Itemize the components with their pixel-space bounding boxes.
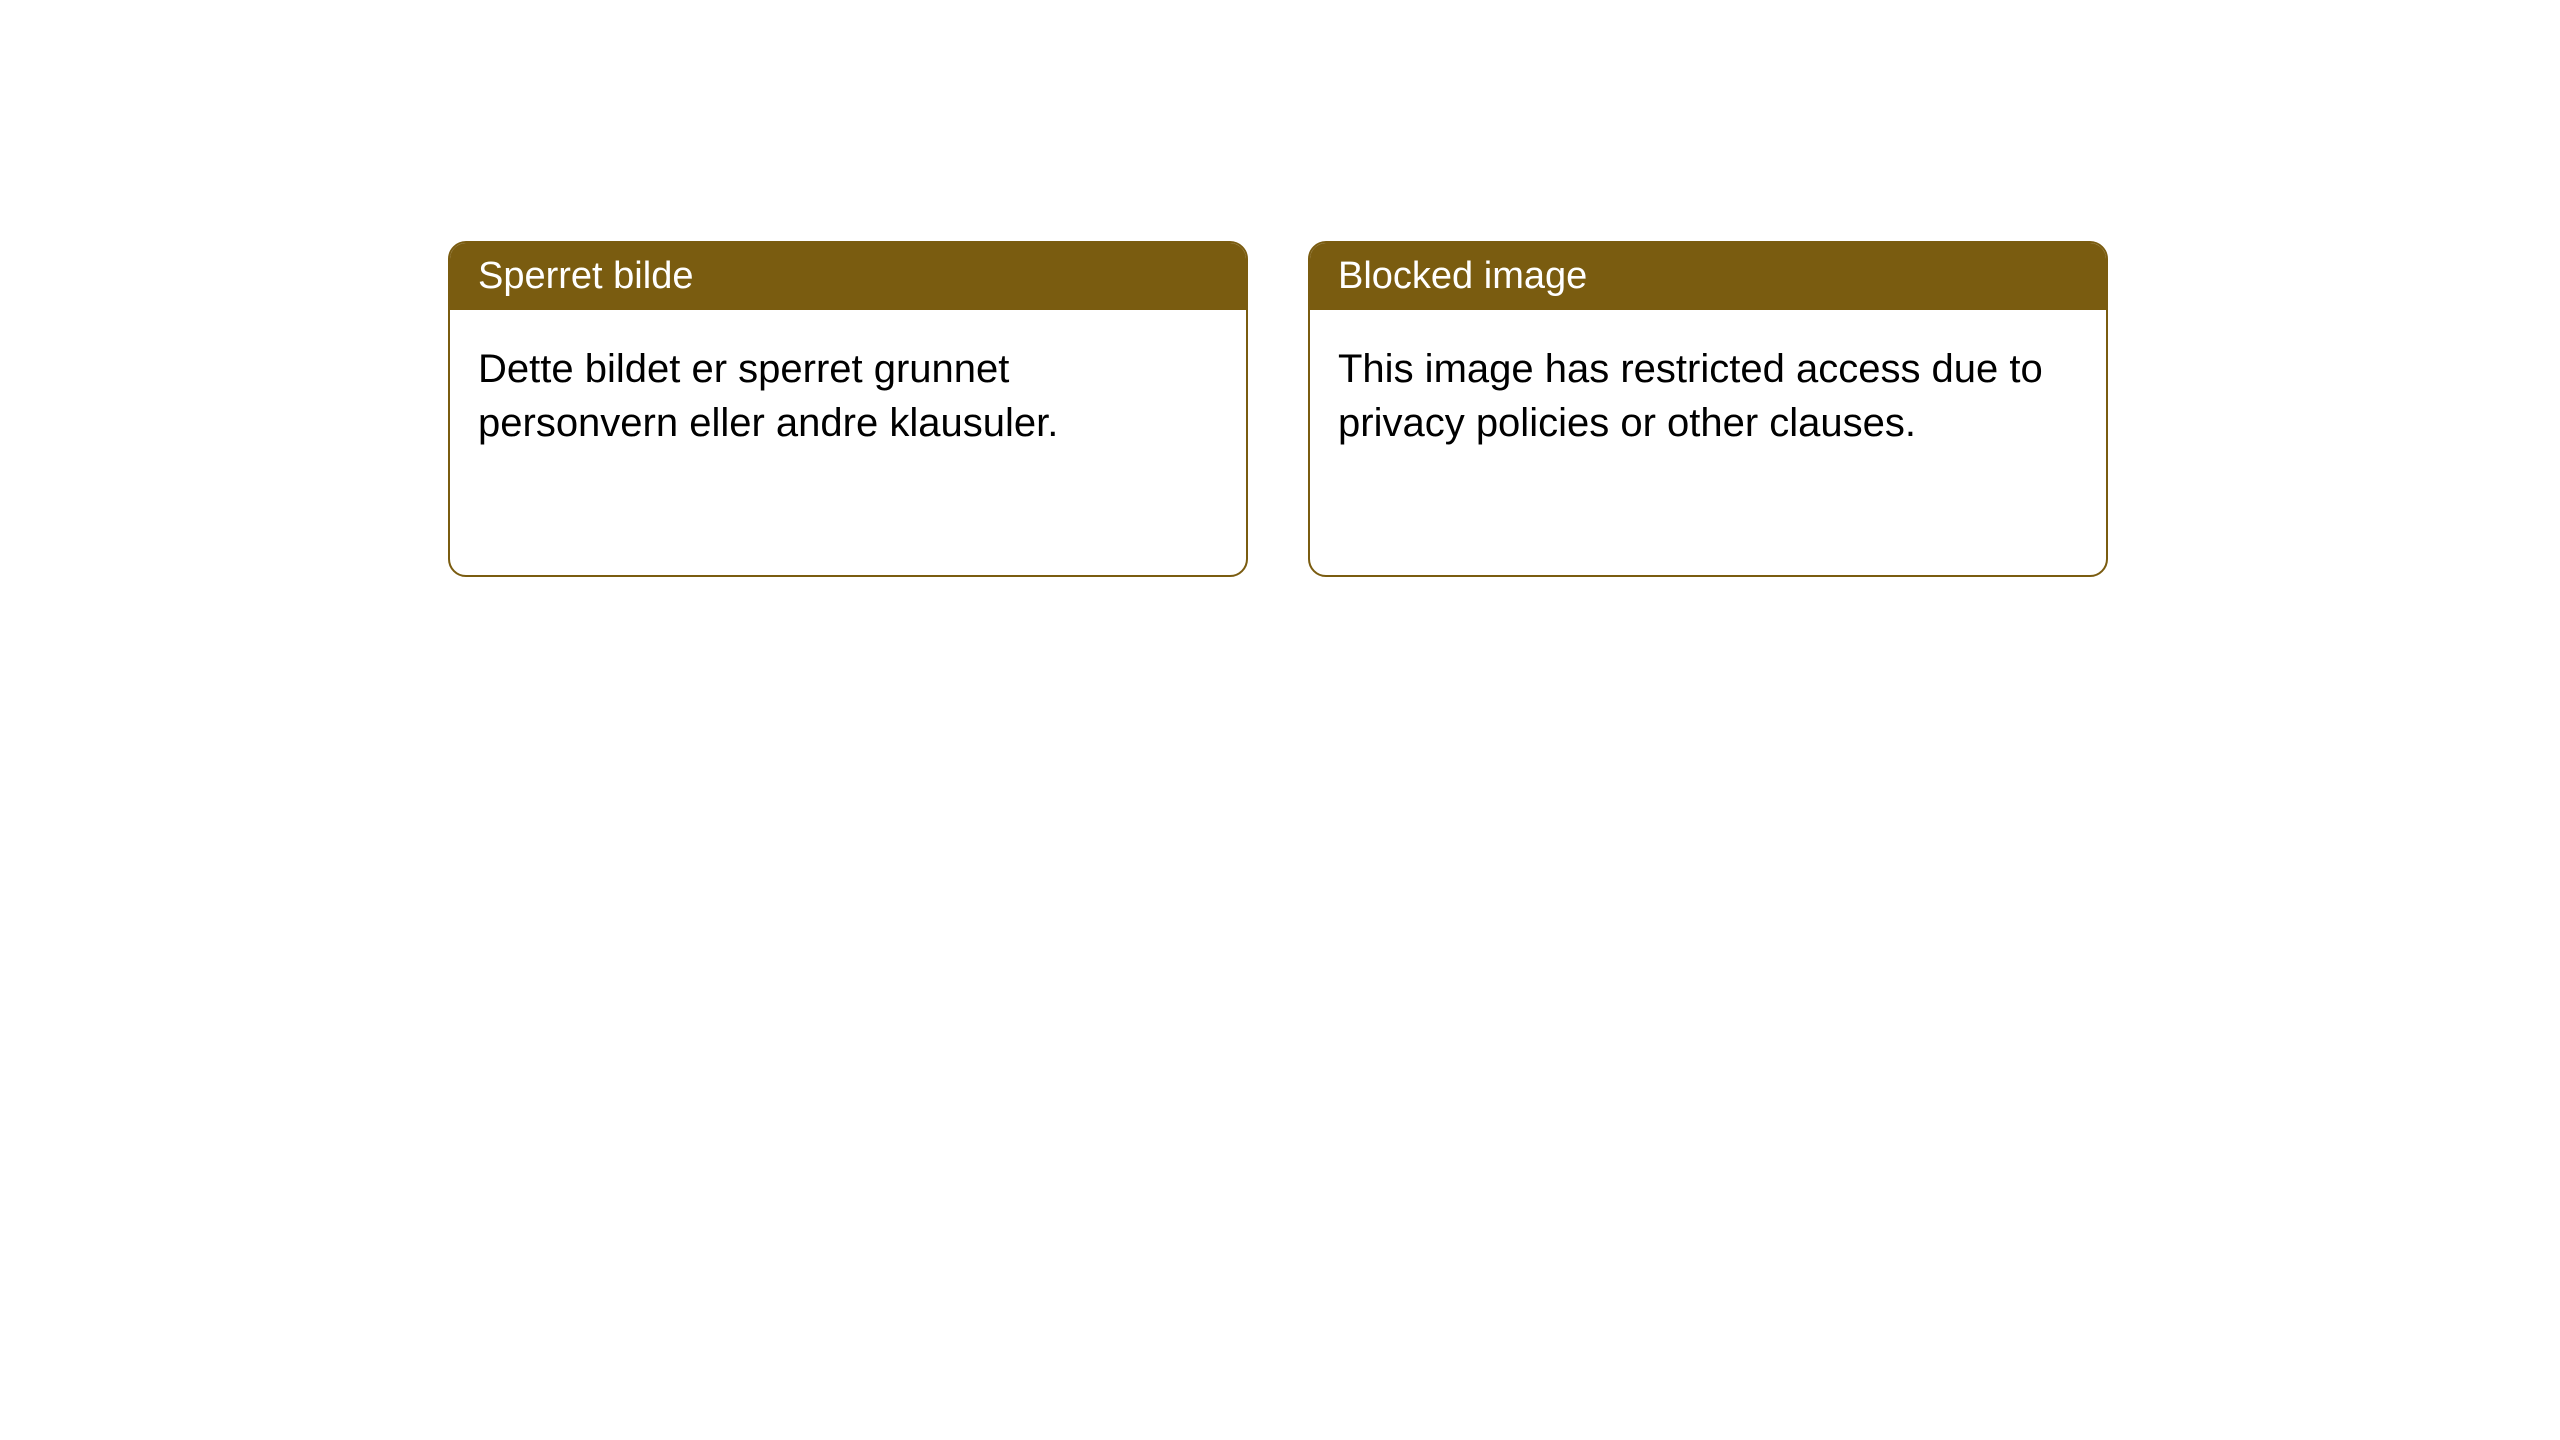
card-body-text: This image has restricted access due to … [1338,347,2043,445]
cards-container: Sperret bilde Dette bildet er sperret gr… [448,241,2108,577]
card-body-text: Dette bildet er sperret grunnet personve… [478,347,1058,445]
card-body: Dette bildet er sperret grunnet personve… [450,310,1246,482]
card-header: Sperret bilde [450,243,1246,310]
card-header: Blocked image [1310,243,2106,310]
card-norwegian: Sperret bilde Dette bildet er sperret gr… [448,241,1248,577]
card-title: Blocked image [1338,255,1587,297]
card-english: Blocked image This image has restricted … [1308,241,2108,577]
card-title: Sperret bilde [478,255,693,297]
card-body: This image has restricted access due to … [1310,310,2106,482]
